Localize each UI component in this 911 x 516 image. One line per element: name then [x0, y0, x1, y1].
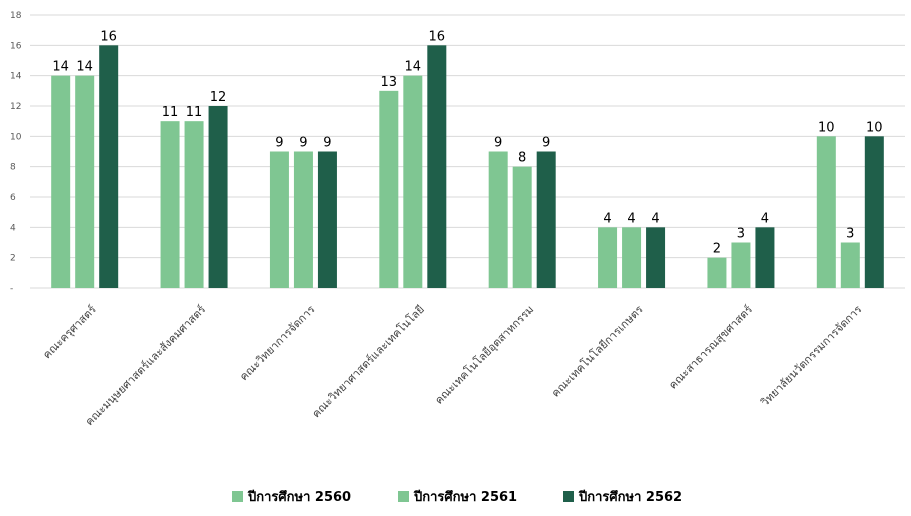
legend-swatch	[398, 491, 409, 502]
legend-swatch	[232, 491, 243, 502]
data-label: 4	[627, 211, 635, 226]
x-tick-label: วิทยาลัยนวัตกรรมการจัดการ	[758, 303, 865, 410]
data-label: 12	[210, 90, 227, 105]
bar	[403, 75, 423, 289]
bar	[512, 166, 532, 288]
bar	[51, 75, 71, 289]
y-tick-label: 14	[10, 72, 22, 82]
data-label: 13	[381, 75, 398, 90]
data-label: 3	[737, 227, 745, 242]
data-label: 9	[275, 136, 283, 151]
bar	[269, 151, 289, 288]
bar	[488, 151, 508, 288]
x-tick-label: คณะครุศาสตร์	[40, 303, 99, 362]
x-tick-label: คณะวิทยาการจัดการ	[237, 303, 317, 383]
legend-label: ปีการศึกษา 2562	[578, 489, 682, 505]
y-tick-label: 6	[10, 193, 16, 203]
bar	[707, 257, 727, 288]
x-tick-label: คณะเทคโนโลยีอุตสาหกรรม	[432, 302, 537, 407]
bar	[427, 45, 447, 289]
y-tick-label: 4	[10, 223, 16, 233]
data-label: 4	[603, 211, 611, 226]
bar	[646, 227, 666, 288]
data-label: 2	[713, 242, 721, 257]
y-tick-label: 10	[10, 132, 22, 142]
data-label: 10	[818, 120, 835, 135]
legend: ปีการศึกษา 2560 ปีการศึกษา 2561 ปีการศึกษา…	[232, 489, 682, 505]
data-label: 8	[518, 151, 526, 166]
data-labels: 14 14 16 11 11 12 9 9 9 13 14 16 9 8 9 4 4 4 2 3 4 10 3 10	[52, 29, 882, 256]
bars	[51, 45, 884, 289]
y-tick-label: 18	[10, 11, 22, 21]
bar	[317, 151, 337, 288]
data-label: 14	[405, 60, 422, 75]
bar	[379, 90, 399, 288]
y-tick-label: -	[10, 284, 13, 294]
legend-swatch	[563, 491, 574, 502]
data-label: 14	[52, 60, 69, 75]
x-tick-label: คณะสาธารณสุขศาสตร์	[666, 303, 755, 392]
data-label: 10	[866, 120, 883, 135]
y-tick-label: 8	[10, 163, 16, 173]
data-label: 16	[100, 29, 117, 44]
y-axis-ticks: - 2 4 6 8 10 12 14 16 18	[10, 11, 22, 294]
data-label: 11	[186, 105, 203, 120]
data-label: 9	[494, 136, 502, 151]
bar	[622, 227, 642, 288]
bar	[208, 106, 228, 288]
bar	[184, 121, 204, 289]
y-tick-label: 2	[10, 254, 16, 264]
x-tick-label: คณะเทคโนโลยีการเกษตร	[548, 302, 646, 400]
data-label: 9	[323, 136, 331, 151]
data-label: 14	[76, 60, 93, 75]
bar	[75, 75, 95, 289]
bar	[598, 227, 618, 288]
y-tick-label: 12	[10, 102, 21, 112]
data-label: 9	[542, 136, 550, 151]
data-label: 9	[299, 136, 307, 151]
bar	[293, 151, 313, 288]
y-tick-label: 16	[10, 41, 22, 51]
bar	[731, 242, 751, 288]
bar	[99, 45, 119, 289]
bar	[816, 136, 836, 288]
bar	[755, 227, 775, 288]
x-axis-ticks: คณะครุศาสตร์คณะมนุษยศาสตร์และสังคมศาสตร์…	[40, 302, 864, 428]
legend-label: ปีการศึกษา 2561	[413, 489, 517, 505]
bar	[840, 242, 860, 288]
bar	[536, 151, 556, 288]
legend-label: ปีการศึกษา 2560	[247, 489, 351, 505]
data-label: 11	[162, 105, 179, 120]
bar	[160, 121, 180, 289]
x-tick-label: คณะมนุษยศาสตร์และสังคมศาสตร์	[83, 303, 208, 428]
x-tick-label: คณะวิทยาศาสตร์และเทคโนโลยี	[309, 302, 427, 420]
data-label: 4	[651, 211, 659, 226]
data-label: 16	[429, 29, 446, 44]
bar	[864, 136, 884, 288]
data-label: 3	[846, 227, 854, 242]
data-label: 4	[761, 211, 769, 226]
